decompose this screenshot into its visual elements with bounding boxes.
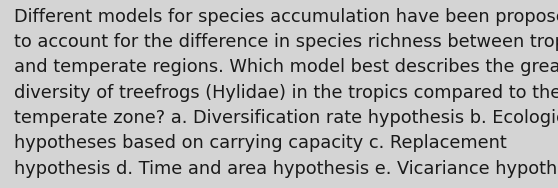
Text: hypotheses based on carrying capacity c. Replacement: hypotheses based on carrying capacity c.…: [14, 134, 507, 152]
Text: hypothesis d. Time and area hypothesis e. Vicariance hypothesis: hypothesis d. Time and area hypothesis e…: [14, 160, 558, 178]
Text: to account for the difference in species richness between tropical: to account for the difference in species…: [14, 33, 558, 51]
Text: and temperate regions. Which model best describes the greater: and temperate regions. Which model best …: [14, 58, 558, 76]
Text: Different models for species accumulation have been proposed: Different models for species accumulatio…: [14, 8, 558, 26]
Text: diversity of treefrogs (Hylidae) in the tropics compared to the: diversity of treefrogs (Hylidae) in the …: [14, 84, 558, 102]
Text: temperate zone? a. Diversification rate hypothesis b. Ecological: temperate zone? a. Diversification rate …: [14, 109, 558, 127]
